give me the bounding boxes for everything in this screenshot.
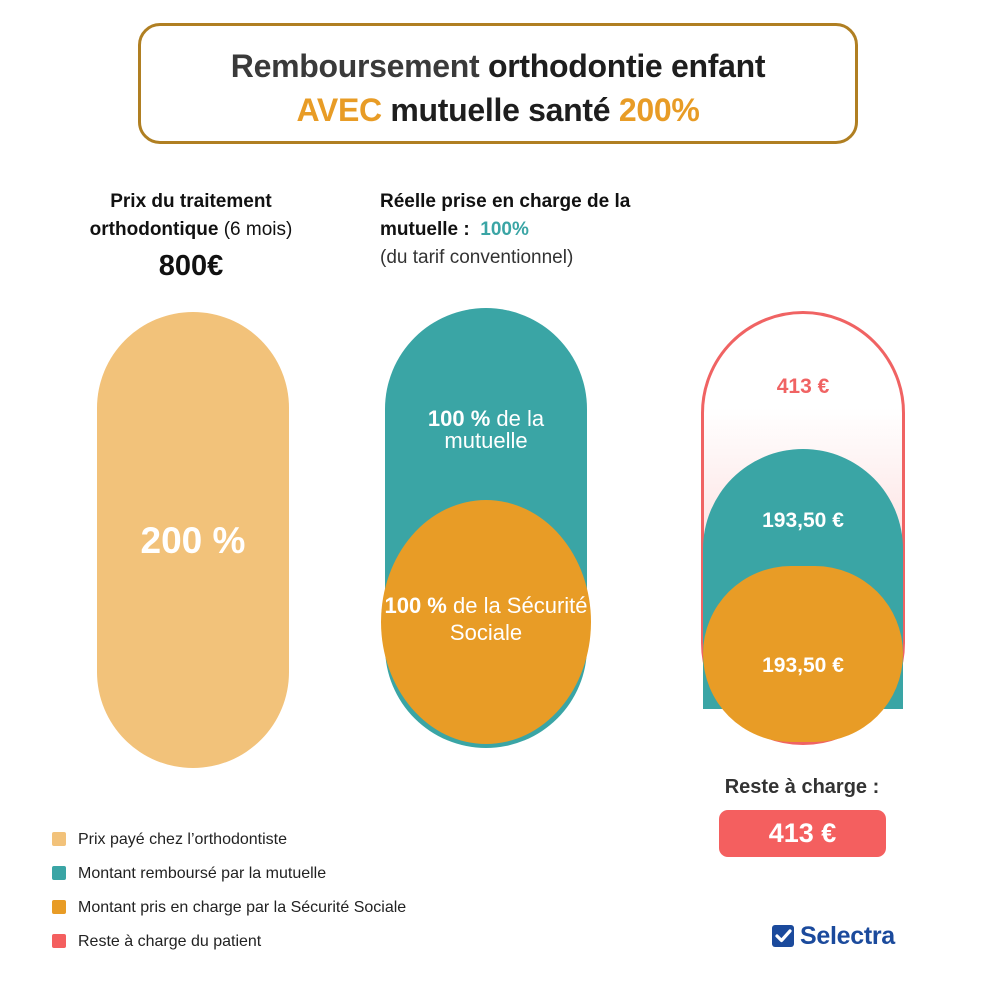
title-phrase-mutuelle: mutuelle santé	[390, 92, 611, 128]
col1-header-bold: Prix du traitement orthodontique	[89, 191, 272, 240]
legend-label: Montant pris en charge par la Sécurité S…	[78, 899, 407, 916]
mutuelle-text: de la mutuelle	[444, 406, 545, 453]
breakdown-mutuelle-amount: 193,50 €	[762, 509, 844, 532]
title-word-avec: AVEC	[296, 92, 382, 128]
title-phrase-orthodontie: orthodontie enfant	[487, 48, 766, 84]
title-word-remboursement: Remboursement	[230, 48, 480, 84]
col1-header: Prix du traitement orthodontique (6 mois…	[60, 188, 322, 244]
reste-label: Reste à charge :	[724, 776, 880, 798]
reste-badge: 413 €	[719, 810, 886, 857]
legend-swatch	[52, 832, 66, 846]
legend-item-mutuelle: Montant remboursé par la mutuelle	[52, 864, 326, 884]
legend-item-price: Prix payé chez l’orthodontiste	[52, 830, 287, 850]
title-pct: 200%	[618, 92, 700, 128]
pill-breakdown-secu-segment	[703, 566, 903, 742]
legend-label: Prix payé chez l’orthodontiste	[78, 831, 287, 848]
title-box: Remboursement orthodontie enfant AVEC mu…	[138, 23, 858, 144]
pill-coverage-mutuelle-label: 100 % de la mutuelle	[385, 408, 587, 452]
logo-text: Selectra	[800, 922, 895, 950]
col1-price: 800€	[158, 250, 224, 282]
pill-coverage-secu-segment	[381, 500, 591, 744]
col2-header-bold: Réelle prise en charge de la mutuelle :	[380, 191, 631, 240]
secu-text: de la Sécurité Sociale	[449, 593, 588, 645]
legend-swatch	[52, 866, 66, 880]
checkmark-icon	[772, 925, 794, 947]
legend-item-secu: Montant pris en charge par la Sécurité S…	[52, 898, 406, 918]
pill-price-paid	[97, 312, 289, 768]
col2-header: Réelle prise en charge de la mutuelle : …	[380, 188, 680, 272]
legend-swatch	[52, 900, 66, 914]
col2-header-note: (du tarif conventionnel)	[380, 247, 574, 268]
title-line-1: Remboursement orthodontie enfant	[141, 48, 855, 85]
pill-price-label: 200 %	[140, 520, 246, 561]
mutuelle-pct: 100 %	[427, 406, 491, 431]
legend-label: Reste à charge du patient	[78, 933, 262, 950]
breakdown-reste-amount: 413 €	[776, 375, 830, 398]
col1-header-duration: (6 mois)	[223, 219, 293, 240]
pill-coverage-secu-label: 100 % de la Sécurité Sociale	[381, 592, 591, 646]
legend-label: Montant remboursé par la mutuelle	[78, 865, 327, 882]
legend-item-reste: Reste à charge du patient	[52, 932, 261, 952]
col2-header-pct: 100%	[480, 219, 529, 240]
secu-pct: 100 %	[384, 593, 447, 618]
breakdown-secu-amount: 193,50 €	[762, 654, 844, 677]
title-line-2: AVEC mutuelle santé 200%	[141, 92, 855, 129]
legend-swatch	[52, 934, 66, 948]
